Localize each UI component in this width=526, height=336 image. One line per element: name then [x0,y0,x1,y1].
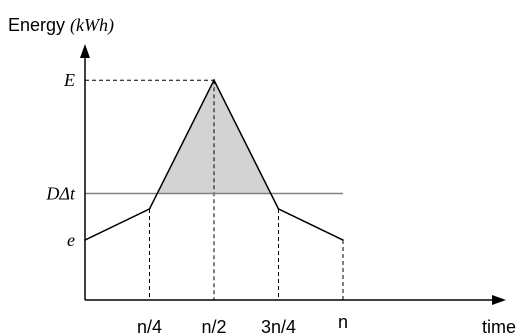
x-tick-label-0: n/4 [137,317,162,336]
data-point-3 [277,208,280,210]
y-tick-label-1: DΔt [45,183,76,203]
x-tick-label-3: n [338,312,348,332]
y-axis-title-text: Energy [8,15,65,35]
x-tick-label-2: 3n/4 [261,317,296,336]
x-axis-arrowhead [492,295,506,305]
y-axis-title: Energy (kWh) [8,15,114,36]
data-point-1 [148,208,151,210]
data-point-4 [342,239,344,241]
y-axis-title-unit: (kWh) [70,15,114,36]
y-tick-label-0: E [63,70,75,90]
x-tick-label-1: n/2 [201,317,226,336]
y-axis-arrowhead [80,44,90,58]
x-axis-title: time [482,317,516,336]
data-point-2 [213,79,215,82]
y-tick-label-2: e [67,230,75,250]
